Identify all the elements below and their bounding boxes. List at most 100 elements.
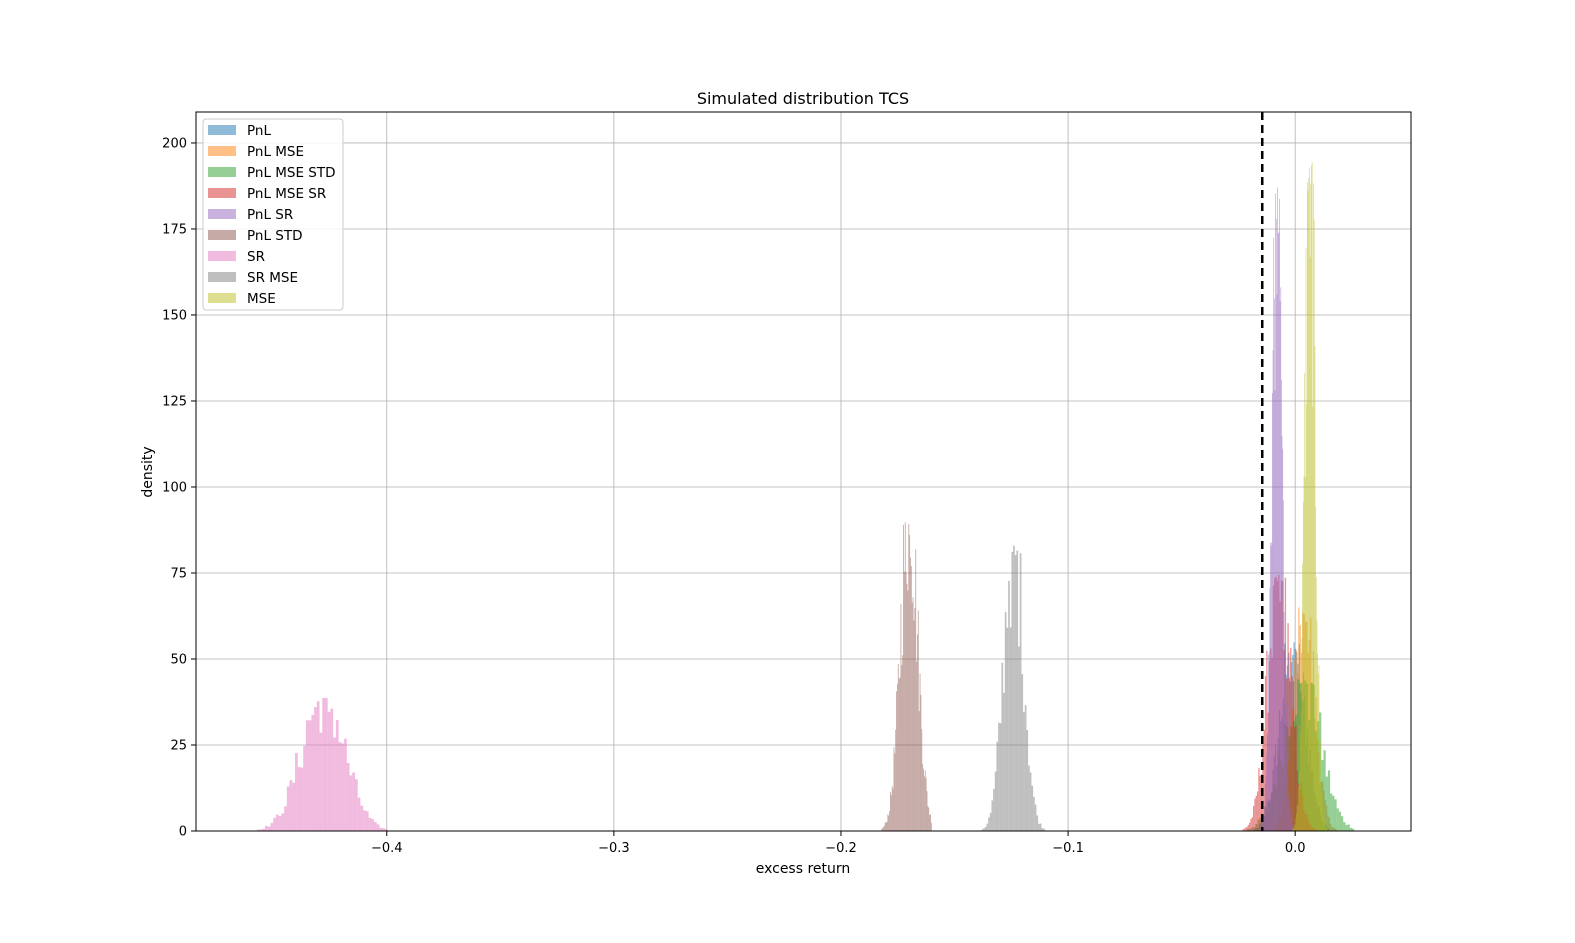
histogram-bar xyxy=(1309,257,1311,831)
histogram-bar xyxy=(991,800,994,831)
y-tick-label: 175 xyxy=(162,222,187,237)
histogram-bar xyxy=(330,708,334,831)
histogram-bar xyxy=(1271,542,1273,831)
histogram-bar xyxy=(311,714,315,831)
histogram-bar xyxy=(908,524,910,831)
histogram-bar xyxy=(275,814,279,831)
histogram-bar xyxy=(1263,729,1265,831)
histogram-bar xyxy=(289,780,293,831)
histogram-bar xyxy=(1343,822,1346,831)
histogram-bar xyxy=(1275,193,1277,832)
histogram-bar xyxy=(889,811,891,831)
histogram-bar xyxy=(916,661,918,831)
histogram-bar xyxy=(278,816,282,831)
histogram-bar xyxy=(1296,805,1298,831)
histogram-bar xyxy=(1242,829,1244,831)
series-sr-mse xyxy=(981,545,1045,831)
histogram-bar xyxy=(1292,828,1294,831)
histogram-bar xyxy=(1308,177,1310,831)
histogram-bar xyxy=(903,524,904,831)
histogram-bar xyxy=(1321,797,1323,831)
histogram-bar xyxy=(292,782,296,831)
histogram-bar xyxy=(888,815,890,831)
histogram-bar xyxy=(1276,294,1278,831)
histogram-bar xyxy=(1294,825,1295,831)
histogram-bar xyxy=(1315,577,1317,831)
histogram-bar xyxy=(1349,827,1353,831)
histogram-bar xyxy=(915,549,917,831)
histogram-bar xyxy=(314,707,317,831)
histogram-bar xyxy=(1304,372,1306,831)
histogram-bar xyxy=(1250,818,1252,831)
histogram-bar xyxy=(1262,817,1264,831)
histogram-bar xyxy=(1274,390,1276,831)
histogram-bar xyxy=(1324,824,1326,831)
histogram-bar xyxy=(989,812,992,831)
histogram-bar xyxy=(1316,620,1318,831)
histogram-bar xyxy=(1281,379,1282,831)
histogram-bar xyxy=(303,745,306,831)
y-tick-label: 100 xyxy=(162,480,187,495)
histogram-bar xyxy=(891,785,893,831)
histogram-bar xyxy=(1288,678,1291,831)
histogram-bar xyxy=(327,711,331,831)
histogram-bar xyxy=(1024,705,1027,831)
histogram-bar xyxy=(1034,804,1037,831)
histogram-bar xyxy=(1041,828,1044,831)
histogram-bar xyxy=(374,821,377,831)
histogram-bar xyxy=(1338,811,1342,831)
histogram-bar xyxy=(1305,247,1307,832)
histogram-bar xyxy=(1319,734,1321,831)
histogram-bar xyxy=(286,786,290,831)
histogram-bar xyxy=(357,797,361,831)
x-tick-label: −0.3 xyxy=(598,841,630,856)
histogram-bar xyxy=(1272,393,1273,831)
histogram-bar xyxy=(1021,674,1024,831)
histogram-bar xyxy=(923,768,924,831)
histogram-bar xyxy=(1317,673,1319,831)
histogram-bar xyxy=(909,534,911,831)
histogram-bar xyxy=(1243,828,1246,831)
histogram-bar xyxy=(1312,406,1314,831)
histogram-bar xyxy=(1018,646,1020,831)
histogram-bar xyxy=(338,742,342,831)
histogram-bar xyxy=(1260,828,1262,831)
plot-frame xyxy=(195,111,1412,832)
histogram-bar xyxy=(1321,792,1323,831)
y-tick-label: 50 xyxy=(170,652,187,667)
histogram-bar xyxy=(896,691,897,831)
histogram-bar xyxy=(1272,350,1274,831)
histogram-bar xyxy=(1334,799,1337,831)
histogram-bar xyxy=(1006,627,1009,831)
histogram-bar xyxy=(1279,300,1281,831)
histogram-bar xyxy=(1298,771,1300,831)
histogram-bar xyxy=(1336,808,1339,831)
histogram-bar xyxy=(1330,793,1333,831)
histogram-bar xyxy=(1302,563,1304,831)
histogram-bar xyxy=(1283,611,1285,831)
histogram-bar xyxy=(384,828,388,831)
histogram-bar xyxy=(912,597,914,831)
histogram-bar xyxy=(1019,553,1022,831)
histogram-bar xyxy=(1296,770,1299,831)
histogram-bar xyxy=(1293,827,1295,831)
legend-swatch xyxy=(208,146,236,156)
legend-label: PnL STD xyxy=(247,228,302,244)
histogram-bar xyxy=(893,747,895,831)
histogram-bar xyxy=(354,779,358,831)
histogram-bar xyxy=(1352,828,1355,831)
histogram-bar xyxy=(265,825,268,831)
histogram-bar xyxy=(1259,775,1261,831)
histogram-bar xyxy=(273,817,276,831)
histogram-bar xyxy=(1013,545,1015,831)
histogram-bar xyxy=(1290,817,1292,831)
legend-label: PnL SR xyxy=(247,207,293,223)
histogram-bar xyxy=(1277,187,1278,831)
histogram-bar xyxy=(999,723,1002,831)
histogram-bar xyxy=(1313,183,1314,832)
histogram-bar xyxy=(1246,826,1248,831)
histogram-bar xyxy=(1028,765,1030,831)
histogram-bar xyxy=(1287,623,1289,831)
histogram-bar xyxy=(1294,824,1296,831)
